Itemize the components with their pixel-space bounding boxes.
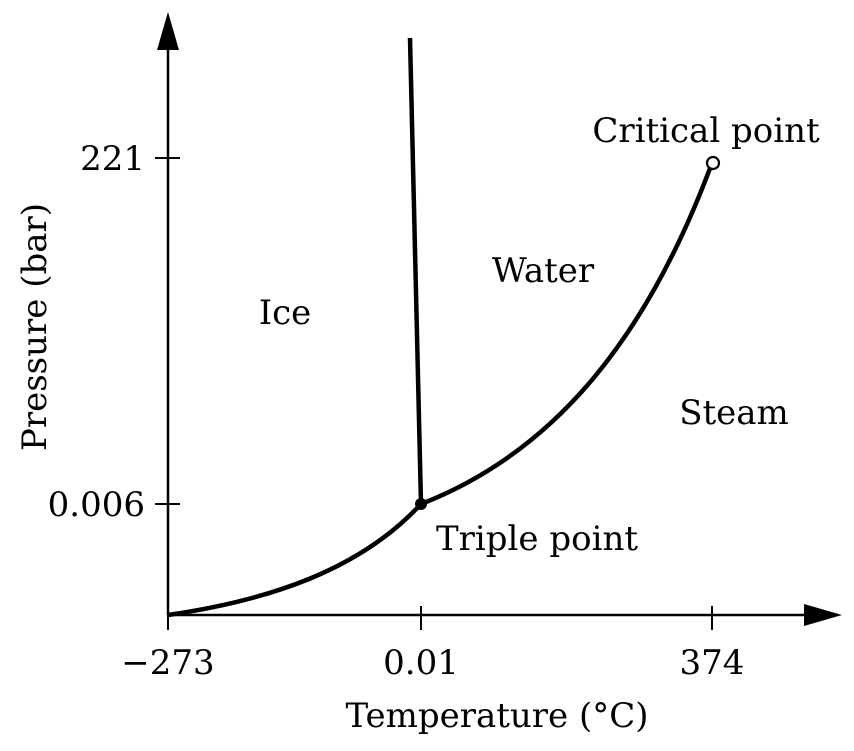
y-tick-label: 0.006 xyxy=(48,485,145,525)
region-label-steam: Steam xyxy=(679,393,789,433)
melting-curve xyxy=(407,37,424,505)
vaporization-curve xyxy=(420,162,715,507)
triple-point-label: Triple point xyxy=(436,519,638,559)
y-axis-title: Pressure (bar) xyxy=(15,203,55,451)
x-tick-label: 374 xyxy=(680,643,745,683)
region-label-water: Water xyxy=(492,251,595,291)
y-tick-label: 221 xyxy=(80,139,145,179)
x-axis-title: Temperature (°C) xyxy=(345,696,648,736)
x-tick-label: −273 xyxy=(121,643,214,683)
y-axis-arrow xyxy=(157,12,179,50)
critical-point-label: Critical point xyxy=(592,111,820,151)
x-axis-arrow xyxy=(804,604,842,626)
triple-point-marker xyxy=(415,498,427,510)
critical-point-marker xyxy=(705,155,721,171)
x-tick-label: 0.01 xyxy=(383,643,459,683)
sublimation-curve xyxy=(167,502,423,618)
region-label-ice: Ice xyxy=(259,293,312,333)
